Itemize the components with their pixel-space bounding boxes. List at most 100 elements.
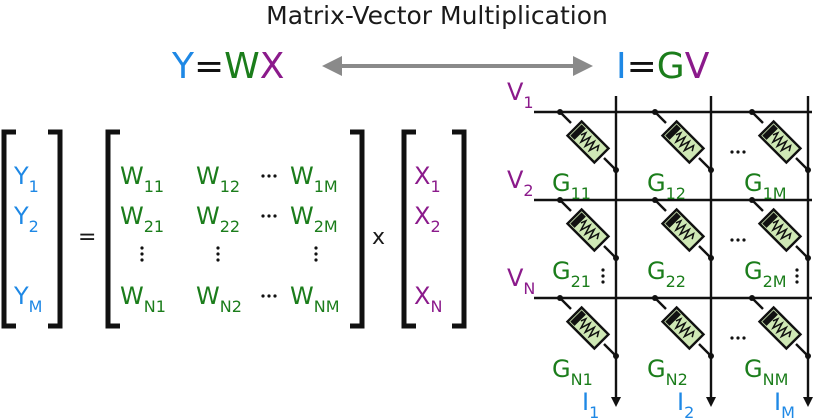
conductance-label: G2M: [744, 257, 787, 291]
x-vector-brackets: [401, 129, 467, 329]
w-col-ellipsis-dot: [140, 246, 144, 250]
conductance-label-base: G: [647, 257, 666, 285]
memristor-lead: [559, 297, 572, 310]
memristor-terminal: [665, 124, 681, 140]
memristor-node: [708, 255, 714, 261]
column-ellipsis-dot: [601, 268, 605, 272]
memristor-body: [565, 305, 611, 351]
row-ellipsis-dot: [736, 238, 740, 242]
memristor-icon: [652, 109, 714, 173]
w-row-ellipsis: [261, 174, 277, 178]
w-element-base: W: [290, 202, 314, 230]
conductance-label-sub: NM: [763, 370, 789, 389]
memristor-lead: [559, 111, 572, 124]
x-element-base: X: [414, 162, 430, 190]
w-element: WNM: [290, 282, 340, 316]
w-col-ellipsis: [140, 246, 144, 262]
w-element-sub: N1: [144, 297, 166, 316]
w-matrix-brackets: [105, 129, 365, 329]
x-element-sub: N: [430, 297, 442, 316]
conductance-label: G21: [552, 257, 591, 291]
current-label: IM: [774, 388, 795, 420]
x-element: X1: [414, 162, 441, 196]
eq-right-equals: =: [627, 46, 657, 87]
column-ellipsis-dot: [795, 268, 799, 272]
memristor-lead: [795, 157, 808, 170]
memristor-lead: [603, 343, 616, 356]
y-element-base: Y: [13, 162, 29, 190]
voltage-label-sub: N: [523, 279, 535, 298]
w-row-ellipsis-dot: [273, 214, 277, 218]
memristor-body: [757, 119, 803, 165]
w-col-ellipsis-dot: [314, 252, 318, 256]
y-element: YM: [13, 282, 42, 316]
w-element-base: W: [290, 282, 314, 310]
voltage-label-sub: 2: [523, 181, 533, 200]
row-ellipsis: [730, 150, 746, 154]
memristor-terminal: [665, 310, 681, 326]
memristor-lead: [654, 297, 667, 310]
equation-left: Y=WX: [171, 46, 284, 87]
row-ellipsis-dot: [730, 336, 734, 340]
memristor-terminal: [762, 310, 778, 326]
x-element-sub: 2: [430, 217, 440, 236]
conductance-label-base: G: [552, 257, 571, 285]
memristor-lead: [698, 157, 711, 170]
memristor-icon: [557, 197, 619, 261]
conductance-label: G12: [647, 169, 686, 203]
memristor-terminal: [762, 124, 778, 140]
memristor-zigzag: [771, 219, 792, 241]
eq-left-x: X: [260, 46, 285, 87]
memristor-zigzag: [674, 317, 695, 339]
current-label-sub: 1: [589, 403, 599, 420]
w-col-ellipsis: [216, 246, 220, 262]
x-element-base: X: [414, 202, 430, 230]
memristor-body: [757, 305, 803, 351]
row-ellipsis-dot: [742, 336, 746, 340]
memristor-icon: [749, 109, 811, 173]
w-col-ellipsis-dot: [216, 252, 220, 256]
conductance-label: GN2: [647, 355, 688, 389]
memristor-terminal: [570, 212, 586, 228]
x-element-sub: 1: [430, 177, 440, 196]
w-element: W12: [196, 162, 240, 196]
memristor-body: [660, 305, 706, 351]
x-element: XN: [414, 282, 442, 316]
memristor-terminal: [665, 212, 681, 228]
w-row-ellipsis: [261, 214, 277, 218]
y-element: Y2: [13, 202, 39, 236]
column-ellipsis-dot: [795, 274, 799, 278]
x-element-base: X: [414, 282, 430, 310]
memristor-zigzag: [674, 131, 695, 153]
memristor-lead: [795, 245, 808, 258]
conductance-label-sub: N2: [666, 370, 688, 389]
w-element: W2M: [290, 202, 338, 236]
current-label-sub: 2: [684, 403, 694, 420]
w-col-ellipsis-dot: [216, 258, 220, 262]
w-col-ellipsis-dot: [140, 252, 144, 256]
conductance-label-base: G: [647, 169, 666, 197]
memristor-body: [565, 207, 611, 253]
voltage-label-sub: 1: [523, 93, 533, 112]
voltage-label-base: V: [507, 264, 524, 292]
memristor-lead: [795, 343, 808, 356]
w-col-ellipsis: [314, 246, 318, 262]
voltage-label: V2: [507, 166, 534, 200]
w-element-sub: N2: [220, 297, 242, 316]
y-element-base: Y: [13, 202, 29, 230]
w-row-ellipsis: [261, 294, 277, 298]
w-element: W11: [120, 162, 164, 196]
voltage-label: VN: [507, 264, 535, 298]
eq-left-equals: =: [194, 46, 224, 87]
w-element-sub: 21: [144, 217, 164, 236]
row-ellipsis: [730, 238, 746, 242]
equals-sign: =: [78, 225, 96, 250]
w-element-base: W: [120, 202, 144, 230]
current-label: I2: [677, 388, 694, 420]
row-ellipsis-dot: [742, 238, 746, 242]
memristor-body: [757, 207, 803, 253]
memristor-icon: [652, 197, 714, 261]
current-label-base: I: [677, 388, 684, 416]
eq-right-v: V: [685, 46, 710, 87]
w-row-ellipsis-dot: [267, 214, 271, 218]
